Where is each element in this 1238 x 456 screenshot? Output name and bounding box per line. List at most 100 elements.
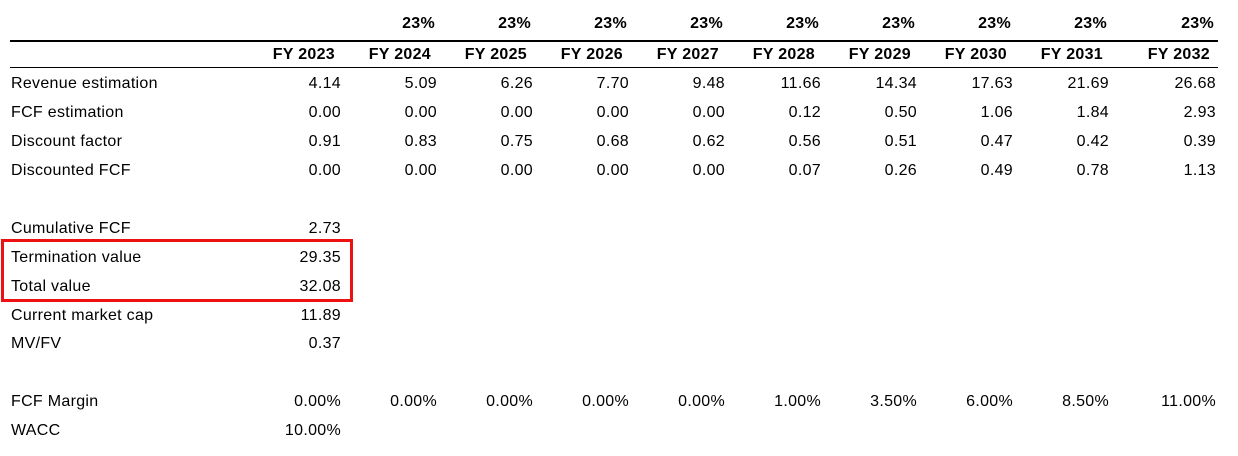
growth-rate-cell (245, 8, 341, 40)
value-cell: 8.50% (1062, 393, 1109, 411)
value-cell: 11.00% (1161, 393, 1216, 411)
value-cell (821, 186, 917, 215)
value-cell: 0.00% (582, 393, 629, 411)
value-cell: 0.42 (1076, 133, 1109, 151)
value-cell (917, 359, 1013, 388)
value-cell (437, 186, 533, 215)
value-cell (725, 214, 821, 243)
value-cell: 9.48 (692, 75, 725, 93)
value-cell: 14.34 (875, 75, 917, 93)
value-cell (1109, 330, 1216, 359)
value-cell (245, 186, 341, 215)
value-cell (917, 272, 1013, 301)
header-bottom-rule (10, 66, 1218, 69)
growth-rate-cell: 23% (978, 15, 1011, 32)
value-cell (437, 243, 533, 272)
value-cell (437, 301, 533, 330)
value-cell: 4.14 (308, 75, 341, 93)
value-cell (821, 243, 917, 272)
row-label (10, 8, 245, 40)
row-label: Discounted FCF (11, 162, 131, 180)
header-top-rule (10, 40, 1218, 42)
value-cell: 0.78 (1076, 162, 1109, 180)
value-cell (1109, 359, 1216, 388)
value-cell (629, 272, 725, 301)
value-cell: 11.66 (780, 75, 821, 93)
value-cell (725, 330, 821, 359)
value-cell: 0.49 (980, 162, 1013, 180)
value-cell (725, 186, 821, 215)
value-cell (533, 301, 629, 330)
row-label (10, 186, 245, 215)
value-cell (341, 417, 437, 446)
value-cell: 0.00 (500, 162, 533, 180)
value-cell (725, 243, 821, 272)
value-cell: 0.83 (404, 133, 437, 151)
value-cell (341, 186, 437, 215)
row-label (10, 359, 245, 388)
value-cell (917, 243, 1013, 272)
value-cell (917, 330, 1013, 359)
growth-rate-cell: 23% (1181, 15, 1214, 32)
value-cell (533, 214, 629, 243)
value-cell (1109, 301, 1216, 330)
value-cell: 0.00% (486, 393, 533, 411)
growth-rate-cell: 23% (498, 15, 531, 32)
row-label: Cumulative FCF (11, 219, 131, 237)
value-cell: 0.37 (308, 335, 341, 353)
year-header-cell: FY 2029 (848, 46, 911, 63)
value-cell: 0.00 (308, 162, 341, 180)
value-cell (437, 272, 533, 301)
value-cell: 0.39 (1183, 133, 1216, 151)
value-cell: 0.07 (788, 162, 821, 180)
value-cell (533, 243, 629, 272)
value-cell: 0.47 (980, 133, 1013, 151)
value-cell (917, 214, 1013, 243)
value-cell (341, 301, 437, 330)
value-cell: 0.00 (500, 104, 533, 122)
value-cell (1013, 359, 1109, 388)
value-cell: 21.69 (1067, 75, 1109, 93)
value-cell (821, 301, 917, 330)
value-cell: 0.00 (596, 162, 629, 180)
value-cell (1109, 272, 1216, 301)
year-header-cell: FY 2023 (272, 46, 335, 63)
value-cell (1013, 186, 1109, 215)
value-cell (821, 272, 917, 301)
value-cell: 0.75 (500, 133, 533, 151)
value-cell (1109, 417, 1216, 446)
row-label: FCF estimation (11, 104, 124, 122)
value-cell: 0.56 (788, 133, 821, 151)
value-cell (1013, 301, 1109, 330)
value-cell: 0.12 (788, 104, 821, 122)
value-cell (341, 272, 437, 301)
growth-rate-cell: 23% (1074, 15, 1107, 32)
year-header-cell: FY 2024 (368, 46, 431, 63)
growth-rate-cell: 23% (402, 15, 435, 32)
growth-rate-cell: 23% (882, 15, 915, 32)
row-label: Current market cap (11, 306, 154, 324)
growth-rate-cell: 23% (690, 15, 723, 32)
value-cell (629, 301, 725, 330)
value-cell: 0.51 (884, 133, 917, 151)
value-cell (725, 272, 821, 301)
value-cell: 0.00 (692, 162, 725, 180)
row-label: Termination value (11, 248, 142, 266)
value-cell: 0.00 (692, 104, 725, 122)
value-cell (437, 214, 533, 243)
value-cell: 1.06 (980, 104, 1013, 122)
value-cell (1109, 243, 1216, 272)
value-cell (1013, 417, 1109, 446)
year-header-cell: FY 2028 (752, 46, 815, 63)
value-cell: 29.35 (299, 248, 341, 266)
value-cell: 0.62 (692, 133, 725, 151)
value-cell (1109, 214, 1216, 243)
year-header-cell: FY 2030 (944, 46, 1007, 63)
value-cell (245, 359, 341, 388)
row-label: Revenue estimation (11, 75, 158, 93)
value-cell: 3.50% (870, 393, 917, 411)
value-cell: 2.73 (308, 219, 341, 237)
row-label: MV/FV (11, 335, 62, 353)
value-cell (917, 417, 1013, 446)
value-cell (821, 417, 917, 446)
